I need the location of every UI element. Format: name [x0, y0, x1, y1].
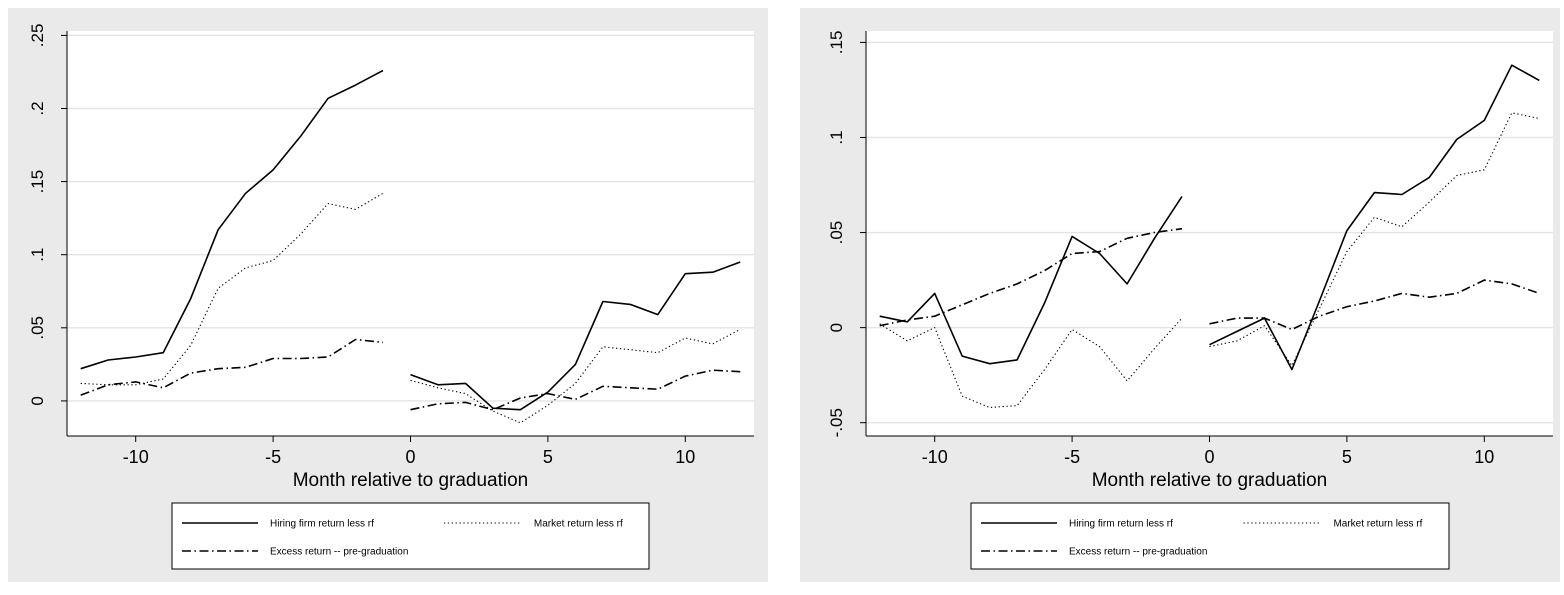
y-tick-label: .05: [827, 221, 846, 245]
x-tick-label: -5: [265, 447, 281, 467]
legend: Hiring firm return less rf Market return …: [970, 502, 1450, 570]
legend-label: Hiring firm return less rf: [1069, 519, 1173, 530]
legend: Hiring firm return less rf Market return …: [171, 502, 650, 570]
x-axis-label: Month relative to graduation: [293, 470, 529, 491]
series-line-solid-segment-2: [410, 261, 741, 411]
legend-label: Market return less rf: [534, 519, 623, 530]
y-tick-label: .15: [827, 31, 846, 55]
series-line-dotted-segment-1: [80, 192, 384, 386]
y-tick-label: .2: [28, 101, 47, 115]
chart-panel-2: -.05 0 .05 .1 .15 -10 -5 0 5 10 Month relative to …: [800, 8, 1560, 582]
x-tick-label: 5: [1342, 447, 1352, 467]
plot-area: [67, 31, 754, 436]
legend-box: [970, 502, 1450, 570]
x-tick-label: 10: [1474, 447, 1494, 467]
x-tick-label: 10: [675, 447, 695, 467]
y-tick-label: .05: [28, 316, 47, 340]
legend-box: [171, 502, 650, 570]
x-tick-label: -10: [123, 447, 149, 467]
y-tick-label: .25: [28, 24, 47, 48]
series-line-solid-segment-1: [879, 195, 1183, 365]
series-line-solid-segment-1: [80, 69, 384, 370]
y-tick-label: -.05: [827, 408, 846, 437]
x-tick-label: -10: [922, 447, 948, 467]
series-line-dotted-segment-2: [1209, 112, 1540, 367]
x-tick-label: 0: [1204, 447, 1214, 467]
x-tick-label: 5: [543, 447, 553, 467]
series-line-dashdot-segment-2: [1209, 279, 1540, 331]
x-tick-label: -5: [1064, 447, 1080, 467]
legend-label: Hiring firm return less rf: [270, 519, 374, 530]
chart-panel-1: 0 .05 .1 .15 .2 .25 -10 -5 0 5 10 Month relative to…: [8, 8, 768, 582]
y-tick-label: 0: [28, 396, 47, 405]
series-line-dashdot-segment-1: [879, 227, 1183, 327]
series-line-dashdot-segment-1: [80, 338, 384, 396]
legend-label: Excess return -- pre-graduation: [1069, 547, 1207, 558]
y-tick-label: .15: [28, 170, 47, 194]
series-line-dashdot-segment-2: [410, 369, 741, 411]
y-tick-label: .1: [827, 130, 846, 144]
series-line-dotted-segment-1: [879, 317, 1183, 409]
x-tick-label: 0: [405, 447, 415, 467]
legend-label: Excess return -- pre-graduation: [270, 547, 408, 558]
plot-area: [866, 31, 1553, 436]
x-axis-label: Month relative to graduation: [1092, 470, 1328, 491]
y-tick-label: 0: [827, 323, 846, 332]
legend-label: Market return less rf: [1333, 519, 1422, 530]
y-tick-label: .1: [28, 248, 47, 262]
